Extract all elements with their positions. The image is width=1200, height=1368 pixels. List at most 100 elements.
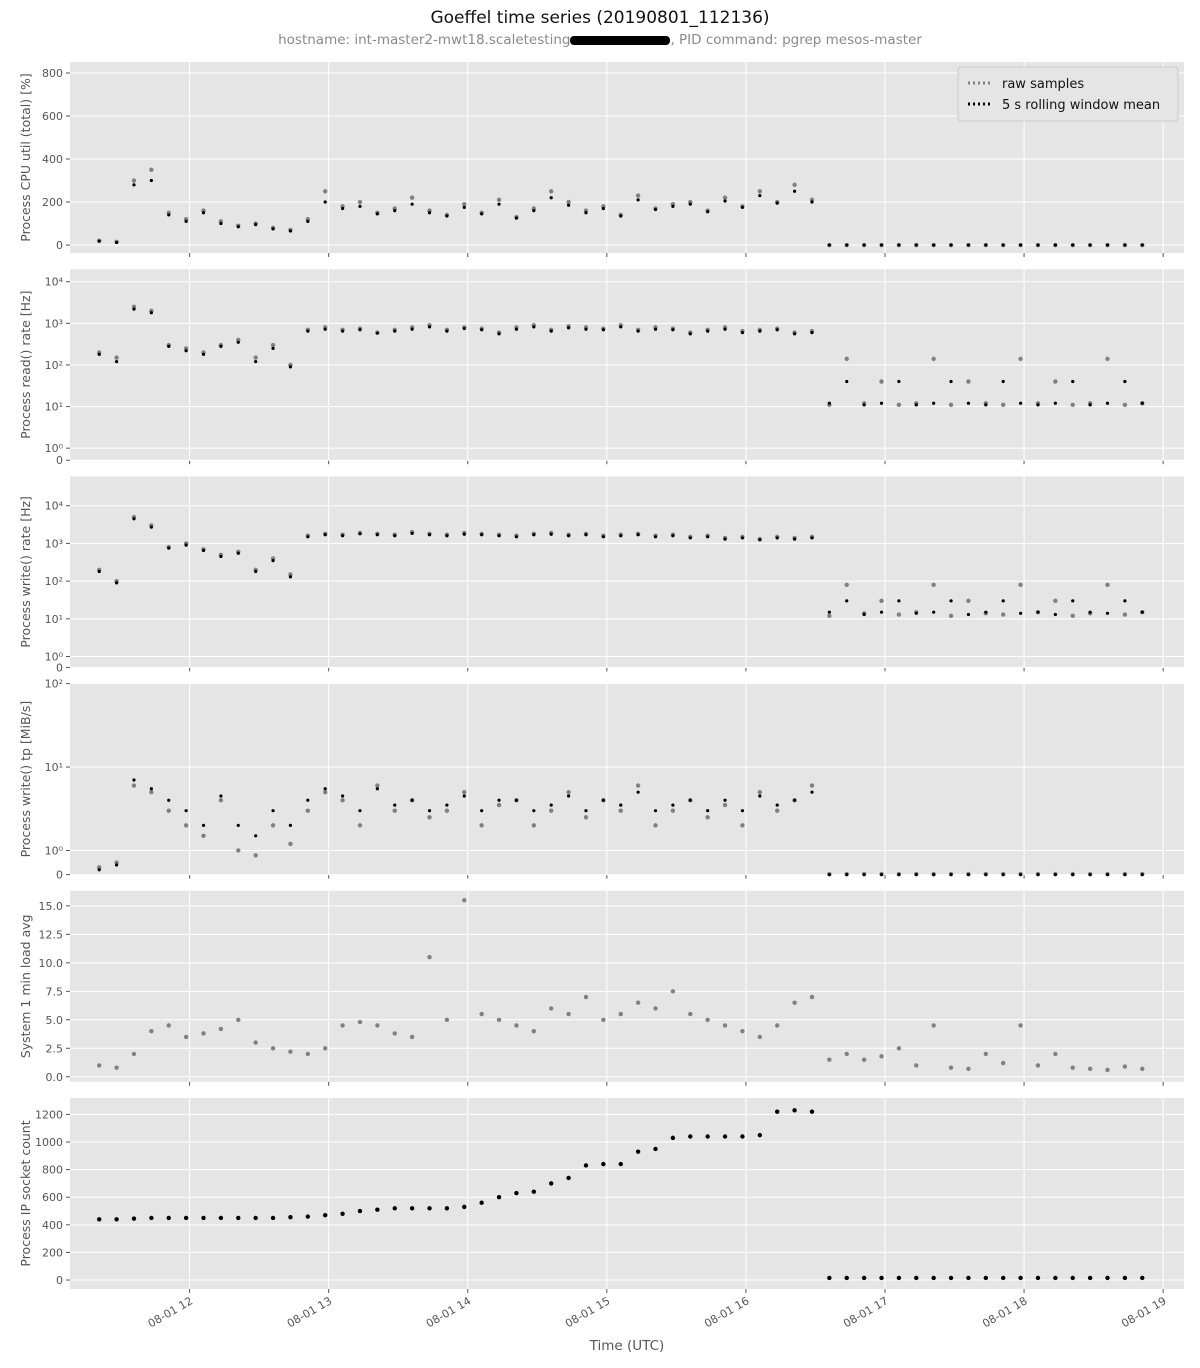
data-point <box>323 200 327 204</box>
data-point <box>984 873 988 877</box>
data-point <box>201 211 206 215</box>
data-point <box>1053 612 1057 617</box>
data-point <box>1018 873 1023 877</box>
data-point <box>1088 873 1092 877</box>
data-point <box>201 352 206 356</box>
data-point <box>497 798 501 802</box>
data-point <box>462 326 466 331</box>
data-point <box>445 803 449 807</box>
data-point <box>1071 599 1075 603</box>
data-point <box>706 329 710 333</box>
data-point <box>897 379 901 384</box>
data-point <box>861 1275 867 1281</box>
data-point <box>531 823 537 828</box>
data-point <box>583 994 589 1000</box>
data-point <box>375 212 379 216</box>
data-point <box>1105 1275 1110 1281</box>
data-point <box>792 537 797 541</box>
data-point <box>270 823 276 828</box>
data-point <box>566 794 571 798</box>
data-point <box>149 1029 154 1034</box>
data-point <box>966 379 971 384</box>
data-point <box>409 195 415 200</box>
data-point <box>184 219 188 223</box>
data-point <box>306 535 310 539</box>
data-point <box>670 1135 676 1141</box>
y-axis-label: System 1 min load avg <box>18 914 33 1058</box>
data-point <box>775 803 779 807</box>
data-point <box>653 1006 658 1011</box>
data-point <box>514 216 519 220</box>
data-point <box>1071 243 1075 247</box>
subtitle-part: hostname: int-master2-mwt18.scaletesting <box>278 32 571 48</box>
y-tick-label: 0 <box>56 661 63 674</box>
data-point <box>758 193 762 198</box>
data-point <box>740 1029 745 1034</box>
y-axis-label: Process write() rate [Hz] <box>18 496 33 648</box>
y-tick-label: 7.5 <box>46 985 64 998</box>
data-point <box>601 206 605 211</box>
data-point <box>288 823 293 827</box>
y-axis-label: Process write() tp [MiB/s] <box>18 701 33 858</box>
y-tick-label: 10⁰ <box>45 442 64 455</box>
y-tick-label: 200 <box>42 1246 63 1259</box>
data-point <box>879 401 884 405</box>
data-point <box>254 834 258 838</box>
data-point <box>514 1023 519 1028</box>
data-point <box>635 1000 641 1005</box>
data-point <box>827 613 832 619</box>
x-tick-label: 08-01 12 <box>146 1294 195 1330</box>
y-tick-label: 0 <box>56 1274 63 1287</box>
data-point <box>601 535 605 539</box>
data-point <box>166 808 171 813</box>
data-point <box>948 613 954 619</box>
data-point <box>271 559 275 563</box>
data-point <box>1140 243 1144 247</box>
data-point <box>1105 1067 1110 1073</box>
data-point <box>514 535 519 539</box>
data-point <box>757 789 763 795</box>
data-point <box>671 204 675 208</box>
data-point <box>1087 1066 1093 1072</box>
data-point <box>810 200 814 204</box>
data-point <box>636 790 640 794</box>
y-tick-label: 800 <box>42 1164 63 1177</box>
data-point <box>845 379 849 384</box>
data-point <box>1105 582 1110 587</box>
data-point <box>1087 1275 1093 1281</box>
data-point <box>236 551 240 555</box>
data-point <box>480 533 484 537</box>
data-point <box>549 196 553 200</box>
header: Goeffel time series (20190801_112136) ho… <box>0 8 1200 48</box>
data-point <box>479 823 484 828</box>
data-point <box>566 1011 571 1017</box>
y-axis-label: Process CPU util (total) [%] <box>18 73 33 241</box>
data-point <box>183 346 189 351</box>
data-point <box>97 865 102 870</box>
data-point <box>236 340 240 344</box>
data-point <box>1105 611 1110 615</box>
data-point <box>619 214 623 218</box>
data-point <box>1018 243 1023 247</box>
data-point <box>1123 243 1127 247</box>
data-point <box>549 1181 554 1186</box>
data-point <box>1105 873 1110 877</box>
y-tick-label: 10¹ <box>45 401 63 414</box>
data-point <box>462 201 467 207</box>
y-tick-label: 10³ <box>45 317 63 330</box>
data-point <box>932 401 936 405</box>
data-point <box>114 863 119 867</box>
x-tick-label: 08-01 14 <box>424 1294 473 1330</box>
data-point <box>393 209 397 213</box>
data-point <box>758 794 762 798</box>
data-point <box>340 798 345 803</box>
data-point <box>114 1065 119 1070</box>
data-point <box>445 534 449 538</box>
data-point <box>688 536 692 540</box>
data-point <box>740 205 745 210</box>
y-tick-label: 800 <box>42 67 63 80</box>
data-point <box>444 1206 450 1211</box>
data-point <box>931 582 936 587</box>
y-tick-label: 1200 <box>35 1108 63 1121</box>
data-point <box>131 783 137 788</box>
